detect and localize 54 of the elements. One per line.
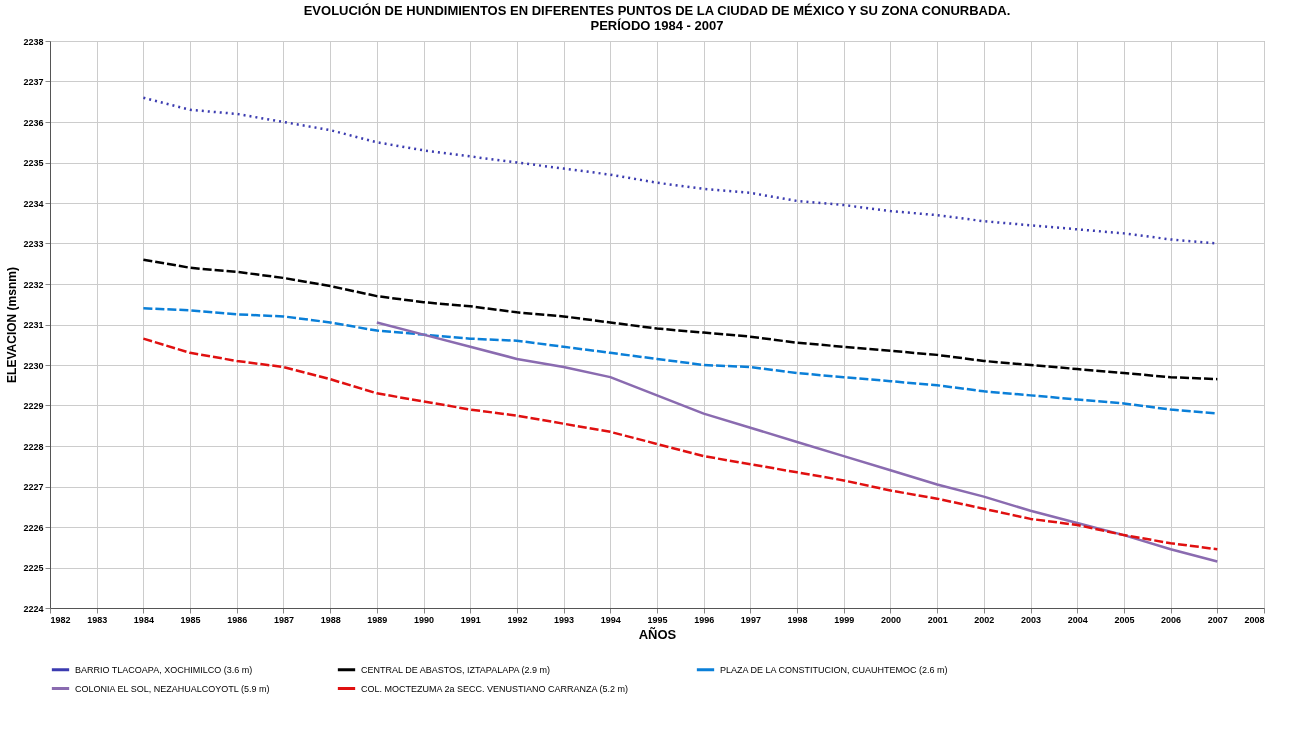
text: EVOLUCIÓN DE HUNDIMIENTOS EN DIFERENTES PUNTOS DE LA CIUDAD DE MÉXICO Y SU ZONA CONURBADA. <box>303 3 1011 18</box>
x-tick-label: 1999 <box>834 614 855 625</box>
x-tick-label: 1982 <box>50 614 71 625</box>
text: PERÍODO 1984 - 2007 <box>590 18 724 33</box>
y-tick-label: 2233 <box>23 239 44 249</box>
x-tick-label: 2003 <box>1021 614 1042 625</box>
x-tick-label: 1986 <box>227 614 248 625</box>
y-axis-title: ELEVACION (msnm) <box>5 267 20 383</box>
x-tick-label: 1994 <box>600 614 621 625</box>
x-tick-label: 1984 <box>133 614 154 625</box>
y-tick-label: 2238 <box>23 36 44 47</box>
x-tick-label: 1992 <box>507 614 528 625</box>
x-tick-label: 2005 <box>1114 614 1135 625</box>
x-tick-label: 2008 <box>1244 614 1265 625</box>
legend-label: PLAZA DE LA CONSTITUCION, CUAUHTEMOC (2.6 m) <box>720 664 948 675</box>
legend-label: BARRIO TLACOAPA, XOCHIMILCO (3.6 m) <box>75 664 253 675</box>
y-tick-label: 2224 <box>23 603 44 614</box>
y-tick-label: 2225 <box>23 563 44 573</box>
x-tick-label: 1985 <box>180 614 201 625</box>
y-tick-label: 2230 <box>23 360 44 371</box>
y-tick-label: 2235 <box>23 158 44 168</box>
y-tick-label: 2227 <box>23 482 44 492</box>
x-tick-label: 1990 <box>414 614 435 625</box>
x-tick-label: 1998 <box>787 614 808 625</box>
y-tick-label: 2236 <box>23 117 44 128</box>
x-tick-label: 1988 <box>320 614 341 625</box>
y-tick-label: 2231 <box>23 320 44 330</box>
y-tick-label: 2234 <box>23 198 44 209</box>
x-tick-label: 2000 <box>880 614 901 625</box>
x-tick-label: 1987 <box>273 614 294 625</box>
line-series <box>142 337 1219 551</box>
x-tick-label: 2004 <box>1067 614 1088 625</box>
y-tick-label: 2237 <box>23 77 44 87</box>
x-tick-label: 2001 <box>927 614 948 625</box>
x-tick-label: 1983 <box>87 614 108 625</box>
y-tick-label: 2232 <box>23 279 44 290</box>
line-series <box>375 321 1219 563</box>
legend-label: COL. MOCTEZUMA 2a SECC. VENUSTIANO CARRANZA (5.2 m) <box>361 683 629 694</box>
x-tick-label: 1996 <box>694 614 715 625</box>
x-tick-label: 2007 <box>1207 614 1228 625</box>
x-tick-label: 1993 <box>554 614 575 625</box>
x-tick-label: 2006 <box>1161 614 1182 625</box>
x-tick-label: 2002 <box>974 614 995 625</box>
x-axis-title: AÑOS <box>638 626 677 642</box>
x-tick-label: 1991 <box>460 614 481 625</box>
legend-label: CENTRAL DE ABASTOS, IZTAPALAPA (2.9 m) <box>361 664 551 675</box>
line-series <box>142 258 1219 381</box>
y-tick-label: 2229 <box>23 401 44 411</box>
x-tick-label: 1997 <box>740 614 761 625</box>
y-tick-label: 2226 <box>23 522 44 533</box>
y-tick-label: 2228 <box>23 441 44 452</box>
x-tick-label: 1995 <box>647 614 668 625</box>
legend-label: COLONIA EL SOL, NEZAHUALCOYOTL (5.9 m) <box>75 683 270 694</box>
x-tick-label: 1989 <box>367 614 388 625</box>
